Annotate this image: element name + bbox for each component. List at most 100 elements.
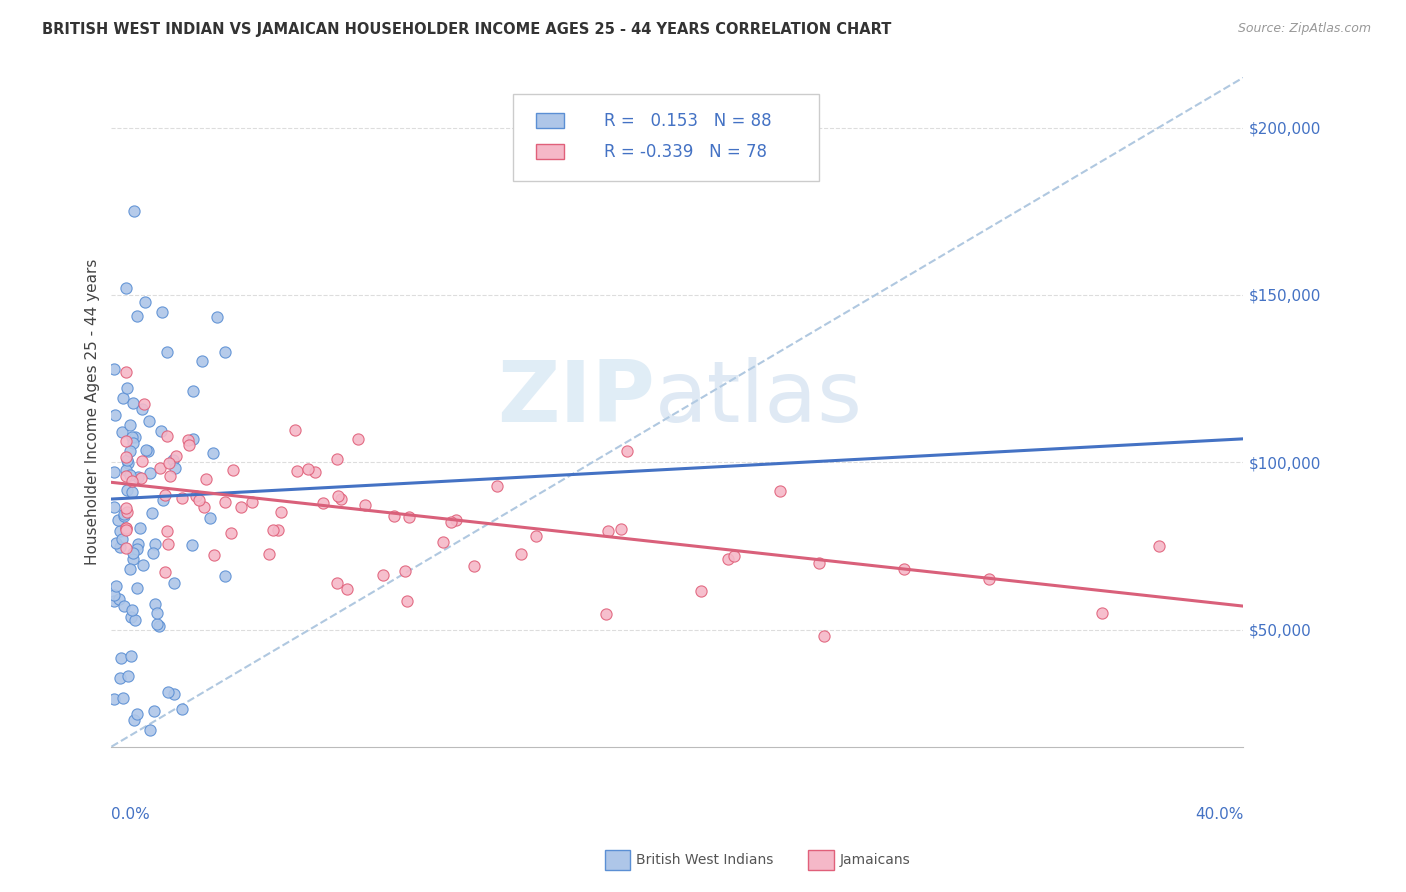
Point: [165, 461, 187, 475]
Point: [115, 453, 138, 467]
Point: [214, 569, 236, 583]
Point: [143, 537, 166, 551]
Point: [159, 469, 181, 483]
Point: [156, 685, 179, 699]
Point: [110, 650, 132, 665]
Point: [111, 691, 134, 706]
Point: [136, 443, 159, 458]
Point: [347, 433, 370, 447]
Point: [194, 472, 217, 486]
Point: [114, 434, 136, 448]
Point: [104, 408, 127, 422]
Point: [112, 508, 135, 522]
Point: [105, 536, 128, 550]
Point: [222, 463, 245, 477]
Point: [103, 692, 125, 706]
Point: [129, 521, 152, 535]
Point: [129, 470, 152, 484]
Point: [139, 723, 162, 737]
Text: British West Indians: British West Indians: [636, 853, 773, 867]
Point: [122, 551, 145, 566]
Point: [111, 391, 134, 405]
Point: [131, 558, 153, 572]
Point: [198, 510, 221, 524]
Point: [110, 540, 132, 554]
Point: [384, 508, 406, 523]
Point: [111, 425, 134, 440]
Point: [114, 500, 136, 515]
Point: [135, 443, 157, 458]
Point: [180, 538, 202, 552]
Point: [146, 616, 169, 631]
Point: [103, 594, 125, 608]
Point: [122, 204, 145, 219]
Point: [125, 309, 148, 323]
Point: [120, 610, 142, 624]
Point: [141, 506, 163, 520]
Point: [108, 671, 131, 685]
Point: [432, 535, 454, 549]
Point: [188, 492, 211, 507]
Point: [121, 435, 143, 450]
Point: [510, 547, 533, 561]
Point: [103, 361, 125, 376]
Point: [329, 492, 352, 507]
Point: [117, 669, 139, 683]
Point: [114, 521, 136, 535]
Point: [142, 704, 165, 718]
Point: [114, 281, 136, 295]
Point: [205, 310, 228, 324]
Point: [463, 559, 485, 574]
Point: [125, 581, 148, 595]
Point: [1091, 606, 1114, 620]
Text: ZIP: ZIP: [498, 357, 655, 440]
Point: [114, 521, 136, 535]
Point: [115, 505, 138, 519]
Point: [132, 397, 155, 411]
Text: Source: ZipAtlas.com: Source: ZipAtlas.com: [1237, 22, 1371, 36]
FancyBboxPatch shape: [536, 113, 564, 128]
Point: [398, 510, 420, 524]
Point: [769, 483, 792, 498]
Point: [156, 345, 179, 359]
Point: [202, 446, 225, 460]
Point: [114, 450, 136, 465]
Point: [127, 469, 149, 483]
Point: [202, 549, 225, 563]
Point: [193, 500, 215, 515]
Point: [111, 533, 134, 547]
Point: [717, 551, 740, 566]
Point: [146, 606, 169, 620]
Point: [485, 479, 508, 493]
Point: [1147, 539, 1170, 553]
Point: [287, 465, 309, 479]
Point: [394, 564, 416, 578]
Point: [103, 500, 125, 514]
Point: [176, 433, 198, 447]
Point: [156, 524, 179, 538]
Point: [312, 496, 335, 510]
Point: [610, 522, 633, 536]
Point: [373, 568, 395, 582]
Point: [124, 713, 146, 727]
Point: [121, 603, 143, 617]
Point: [124, 430, 146, 444]
Point: [813, 629, 835, 643]
Point: [142, 546, 165, 560]
FancyBboxPatch shape: [536, 145, 564, 159]
Point: [690, 584, 713, 599]
Point: [181, 432, 204, 446]
Point: [524, 529, 547, 543]
Point: [121, 546, 143, 560]
Point: [304, 465, 326, 479]
Point: [153, 488, 176, 502]
Point: [103, 465, 125, 479]
Point: [118, 561, 141, 575]
Point: [242, 495, 264, 509]
Point: [121, 485, 143, 500]
Point: [163, 576, 186, 591]
Point: [112, 508, 135, 523]
Point: [616, 444, 638, 458]
Point: [112, 599, 135, 614]
Point: [444, 513, 467, 527]
